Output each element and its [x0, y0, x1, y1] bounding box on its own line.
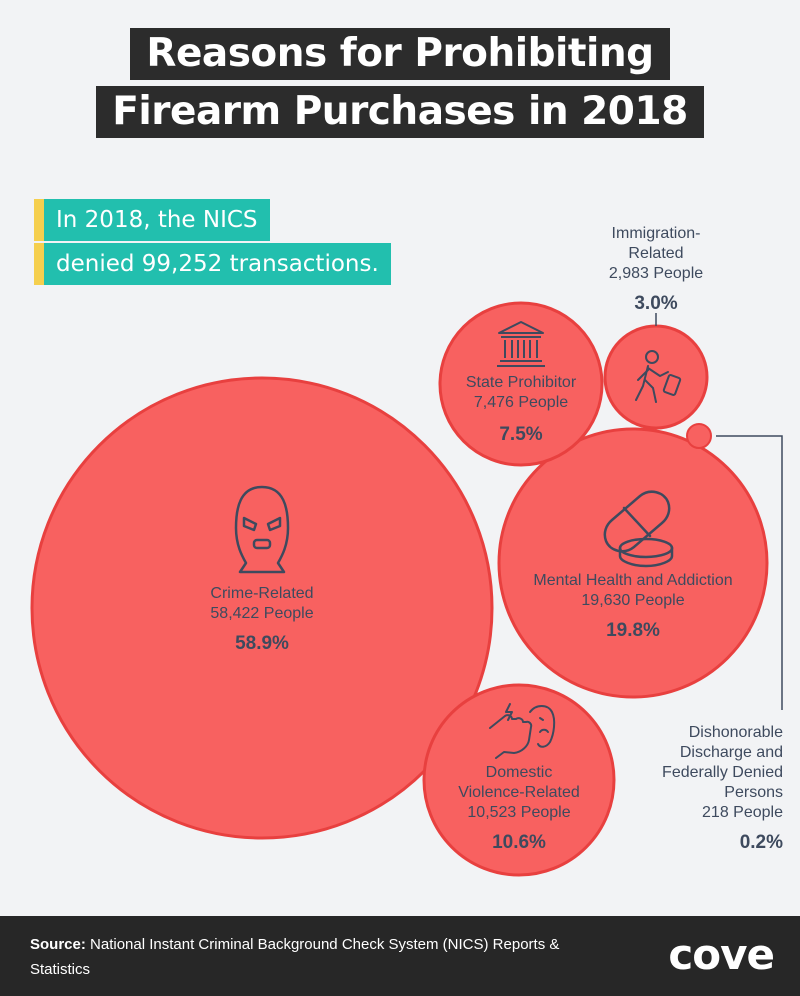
bubble-people: 19,630 People — [581, 592, 685, 609]
fist-punch-icon — [489, 703, 556, 759]
bubble-name-line-3: Federally Denied — [662, 764, 783, 781]
callout-text-1: In 2018, the NICS — [44, 199, 270, 241]
bubble-name-line-2: Discharge and — [679, 744, 783, 761]
page-title-line-2: Firearm Purchases in 2018 — [96, 86, 704, 138]
callout-accent-bar — [34, 199, 44, 241]
bubble-name-line-2: Violence-Related — [458, 784, 580, 801]
callout-accent-bar — [34, 243, 44, 285]
bubble-percent: 10.6% — [492, 832, 546, 853]
footer: Source: National Instant Criminal Backgr… — [0, 916, 800, 996]
source-note: Source: National Instant Criminal Backgr… — [30, 932, 590, 982]
bubble-name: State Prohibitor — [465, 374, 577, 391]
bubble-name: Mental Health and Addiction — [533, 572, 733, 589]
balaclava-mask-icon — [234, 485, 290, 574]
title-line-2-wrap: Firearm Purchases in 2018 — [0, 86, 800, 138]
bubble-domestic-violence — [422, 683, 616, 877]
pills-icon — [603, 490, 674, 568]
source-label: Source: — [30, 936, 86, 953]
bubble-name-line-1: Dishonorable — [688, 724, 783, 741]
label-immigration: Immigration- Related 2,983 People 3.0% — [586, 224, 726, 316]
bubble-immigration — [603, 324, 709, 430]
bubble-people: 2,983 People — [608, 265, 704, 282]
bubble-dishonorable-discharge — [686, 423, 712, 449]
bubble-people: 58,422 People — [210, 605, 314, 622]
bubble-percent: 3.0% — [634, 293, 678, 314]
courthouse-icon — [497, 321, 545, 367]
label-state-prohibitor: State Prohibitor 7,476 People 7.5% — [446, 373, 596, 447]
bubble-chart — [30, 301, 783, 877]
bubble-name-line-1: Immigration- — [611, 225, 701, 242]
bubble-percent: 19.8% — [606, 620, 660, 641]
bubble-name-line-1: Domestic — [485, 764, 553, 781]
label-crime-related: Crime-Related 58,422 People 58.9% — [162, 584, 362, 656]
source-text: National Instant Criminal Background Che… — [30, 936, 560, 978]
callout-line-1: In 2018, the NICS — [34, 199, 270, 241]
bubble-name-line-4: Persons — [724, 784, 783, 801]
bubble-percent: 0.2% — [739, 832, 783, 853]
traveler-luggage-icon — [635, 350, 682, 403]
bubble-people: 218 People — [702, 804, 783, 821]
bubble-state-prohibitor — [438, 301, 604, 467]
bubble-people: 7,476 People — [473, 394, 569, 411]
bubble-people: 10,523 People — [467, 804, 571, 821]
bubble-mental-health — [497, 427, 769, 699]
dishonorable-leader-line — [716, 435, 783, 710]
page-title-line-1: Reasons for Prohibiting — [130, 28, 670, 80]
cove-logo: cove — [668, 930, 775, 979]
label-domestic-violence: Domestic Violence-Related 10,523 People … — [438, 763, 600, 855]
label-mental-health: Mental Health and Addiction 19,630 Peopl… — [506, 571, 760, 643]
bubble-percent: 58.9% — [235, 633, 289, 654]
callout-text-2: denied 99,252 transactions. — [44, 243, 391, 285]
title-line-1-wrap: Reasons for Prohibiting — [0, 28, 800, 80]
callout-line-2: denied 99,252 transactions. — [34, 243, 391, 285]
bubble-crime-related — [30, 376, 494, 840]
bubble-percent: 7.5% — [499, 424, 543, 445]
bubble-name-line-2: Related — [628, 245, 684, 262]
bubble-name: Crime-Related — [210, 585, 314, 602]
label-dishonorable-discharge: Dishonorable Discharge and Federally Den… — [600, 723, 783, 855]
